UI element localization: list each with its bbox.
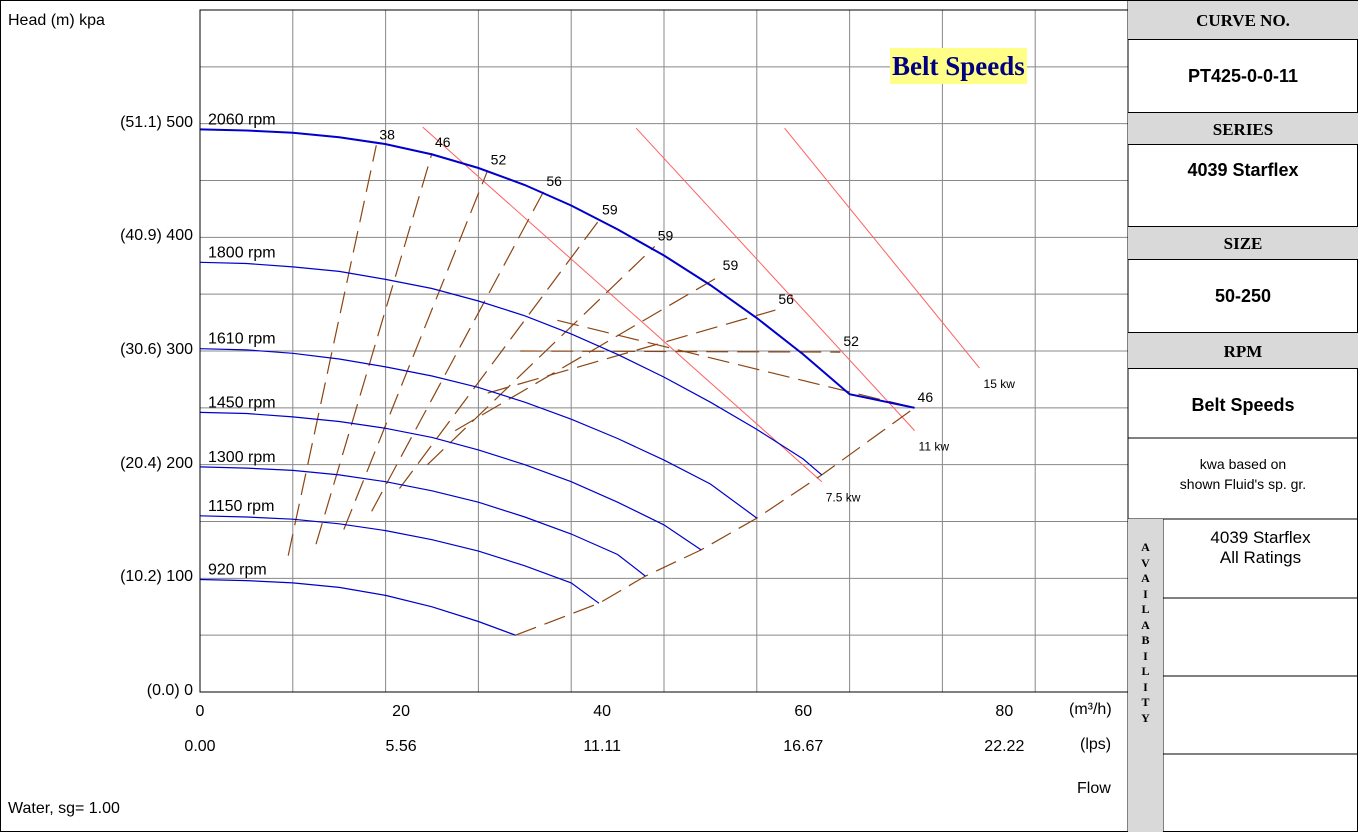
efficiency-label: 46 [918, 389, 934, 405]
availability-letter: L [1141, 664, 1150, 678]
availability-letter: T [1141, 695, 1150, 709]
efficiency-line [487, 309, 776, 394]
y-axis-label: Head (m) kpa [8, 12, 105, 29]
x-tick-m3h: 20 [392, 703, 410, 720]
availability-letter: B [1141, 633, 1150, 647]
y-tick-label: (20.4) 200 [120, 454, 193, 472]
speed-curve [199, 261, 823, 476]
x-tick-lps: 11.11 [583, 738, 621, 755]
efficiency-label: 56 [546, 173, 562, 189]
availability-letter: I [1143, 586, 1148, 601]
availability-letter: Y [1141, 710, 1150, 725]
y-tick-label: (40.9) 400 [120, 227, 193, 245]
speed-label: 1150 rpm [208, 498, 274, 515]
efficiency-label: 59 [658, 227, 674, 243]
fluid-note: Water, sg= 1.00 [8, 800, 120, 817]
speed-curve [199, 578, 516, 636]
efficiency-line [371, 191, 544, 512]
power-label: 11 kw [919, 440, 950, 454]
size-header: SIZE [1128, 226, 1358, 260]
x-unit-lps: (lps) [1080, 736, 1112, 753]
efficiency-label: 46 [435, 134, 451, 150]
x-tick-m3h: 0 [196, 703, 205, 720]
efficiency-label: 56 [778, 291, 794, 307]
y-tick-label: (30.6) 300 [120, 341, 193, 358]
x-tick-m3h: 80 [995, 703, 1013, 720]
kwa-note-line2: shown Fluid's sp. gr. [1179, 476, 1307, 492]
x-axis-label: Flow [1077, 780, 1111, 797]
efficiency-line [426, 245, 656, 466]
efficiency-line [520, 350, 841, 353]
efficiency-line [399, 219, 600, 489]
efficiency-label: 52 [491, 151, 507, 167]
speed-curve [199, 411, 702, 551]
availability-letter: I [1143, 679, 1148, 694]
power-label: 15 kw [984, 377, 1016, 391]
availability-line1: 4039 Starflex [1210, 528, 1311, 547]
availability-letter: L [1141, 602, 1150, 616]
speed-curve [199, 128, 915, 409]
efficiency-line [315, 153, 433, 545]
availability-letter: I [1143, 648, 1148, 663]
efficiency-label: 52 [843, 333, 859, 349]
x-tick-lps: 5.56 [386, 738, 417, 755]
speed-label: 1800 rpm [208, 244, 276, 261]
x-tick-lps: 22.22 [984, 738, 1024, 755]
power-line [422, 126, 823, 483]
belt-speeds-annotation: Belt Speeds [890, 48, 1027, 84]
efficiency-label: 38 [379, 126, 395, 142]
y-tick-label: (51.1) 500 [120, 113, 193, 131]
efficiency-line [454, 275, 721, 432]
availability-letter: A [1141, 617, 1150, 632]
efficiency-line [557, 319, 915, 409]
kwa-note-line1: kwa based on [1199, 456, 1287, 472]
x-tick-lps: 0.00 [184, 738, 215, 755]
series-header: SERIES [1128, 112, 1358, 145]
availability-line2: All Ratings [1219, 548, 1302, 567]
series-value: 4039 Starflex [1187, 160, 1299, 180]
efficiency-label: 59 [723, 257, 739, 273]
curve-no-value: PT425-0-0-11 [1187, 66, 1299, 86]
x-tick-lps: 16.67 [783, 738, 823, 755]
availability-letter: A [1141, 540, 1150, 554]
power-label: 7.5 kw [826, 491, 861, 505]
speed-curve [199, 515, 600, 604]
speed-label: 1300 rpm [208, 449, 276, 466]
power-line [784, 127, 980, 369]
availability-letter: A [1141, 571, 1150, 585]
efficiency-line [343, 170, 489, 530]
size-value: 50-250 [1214, 286, 1272, 306]
efficiency-label: 59 [602, 201, 618, 217]
availability-letter: V [1141, 555, 1150, 570]
speed-label: 2060 rpm [208, 111, 276, 128]
speed-curve [199, 348, 758, 519]
efficiency-line [287, 145, 377, 556]
speed-curve [199, 466, 646, 577]
curve-no-header: CURVE NO. [1128, 0, 1358, 40]
x-tick-m3h: 40 [593, 703, 611, 720]
speed-label: 1450 rpm [208, 394, 276, 411]
power-line [635, 127, 915, 431]
rpm-header: RPM [1128, 332, 1358, 369]
speed-label: 1610 rpm [208, 331, 276, 348]
speed-label: 920 rpm [208, 561, 267, 578]
x-unit-m3h: (m³/h) [1069, 701, 1112, 718]
y-tick-label: (0.0) 0 [146, 682, 193, 699]
x-tick-m3h: 60 [794, 703, 812, 720]
y-tick-label: (10.2) 100 [120, 568, 193, 586]
rpm-value: Belt Speeds [1191, 395, 1295, 415]
